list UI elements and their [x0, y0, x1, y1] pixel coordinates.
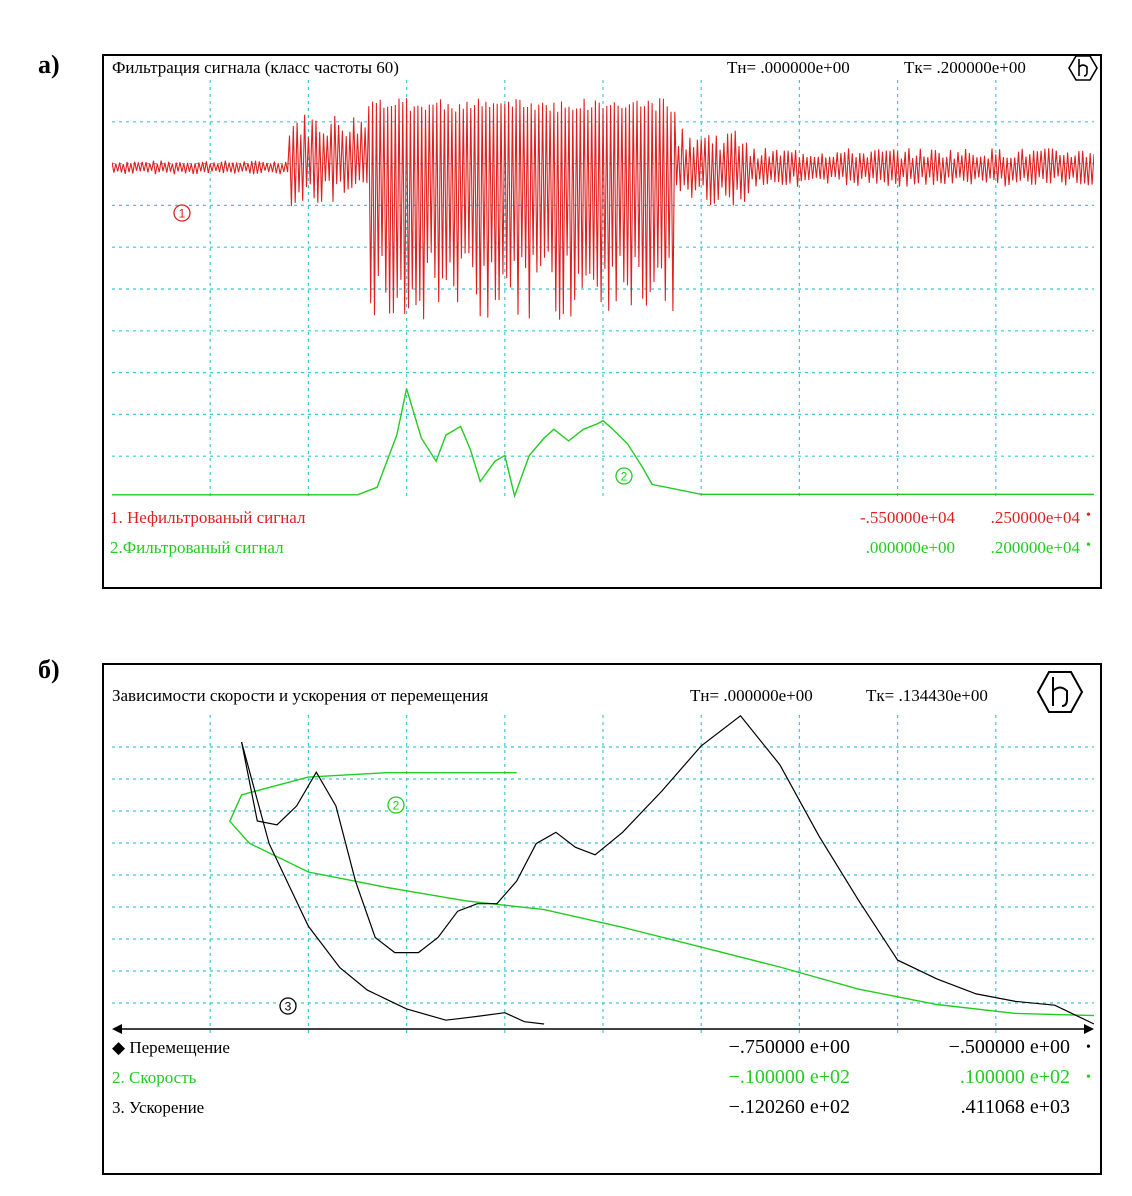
panel-b-legend-2-marker: •	[1086, 1070, 1091, 1085]
panel-b-legend-2-name: 2. Скорость	[112, 1068, 197, 1087]
series-2-velocity-line	[228, 772, 1094, 1017]
panel-a-plot: 12	[112, 80, 1094, 498]
panel-b-legend-3-max: .411068 e+03	[960, 1096, 1070, 1118]
panel-b-legend-1-label: Перемещение	[129, 1038, 230, 1057]
series-2-label-circle	[387, 796, 405, 814]
panel-b-legend-1-marker: •	[1086, 1040, 1091, 1055]
panel-a-legend-2-min: .000000e+00	[865, 538, 955, 557]
panel-b-legend-1-max: −.500000 e+00	[948, 1036, 1070, 1058]
series-2-label: 2	[393, 799, 400, 813]
panel-b-legend-3-min: −.120260 e+02	[728, 1096, 850, 1118]
panel-b-legend-1-name: ◆ Перемещение	[112, 1038, 230, 1058]
diamond-arrow-icon: ◆	[112, 1038, 126, 1057]
series-3-acceleration-line	[241, 715, 1094, 1025]
panel-b-legend-2-min: −.100000 e+02	[728, 1066, 850, 1088]
panel-a-t-start: Tн= .000000e+00	[727, 58, 850, 77]
hexagon-logo-icon	[1036, 671, 1084, 713]
panel-b-title: Зависимости скорости и ускорения от пере…	[112, 686, 489, 705]
panel-b-label: б)	[38, 655, 60, 684]
panel-b-legend-2-max: .100000 e+02	[959, 1066, 1070, 1088]
panel-b-t-end: Tк= .134430e+00	[866, 686, 988, 705]
panel-a-label: а)	[38, 50, 60, 79]
series-3-label: 3	[285, 1000, 292, 1014]
series-2-label: 2	[621, 470, 628, 484]
series-2-label-circle	[615, 467, 633, 485]
x-axis-right-arrow-icon	[1084, 1024, 1094, 1034]
panel-b-legend-1-min: −.750000 e+00	[728, 1036, 850, 1058]
series-1-unfiltered-line	[112, 98, 1094, 320]
panel-b-plot: 23	[112, 715, 1094, 1035]
series-2-filtered-line	[112, 388, 1094, 498]
panel-b-t-start: Tн= .000000e+00	[690, 686, 813, 705]
panel-a-legend-2-max: .200000e+04	[990, 538, 1080, 557]
panel-a-legend-2-name: 2.Фильтрованый сигнал	[110, 538, 284, 557]
panel-a-legend-1-min: -.550000e+04	[859, 508, 955, 527]
panel-a-title: Фильтрация сигнала (класс частоты 60)	[112, 58, 399, 77]
x-axis-left-arrow-icon	[112, 1024, 122, 1034]
panel-a-legend-1-name: 1. Нефильтрованый сигнал	[110, 508, 306, 527]
panel-a-frame	[102, 54, 1102, 589]
series-3-label-circle	[279, 997, 297, 1015]
panel-b-frame	[102, 663, 1102, 1175]
panel-b-legend-3-name: 3. Ускорение	[112, 1098, 205, 1117]
series-1-label-circle	[173, 204, 191, 222]
hexagon-logo-icon	[1068, 55, 1098, 81]
panel-a-legend-2-marker: •	[1086, 538, 1091, 553]
panel-a-legend-1-marker: •	[1086, 508, 1091, 523]
panel-a-t-end: Tк= .200000e+00	[904, 58, 1026, 77]
series-3-acceleration-tail-line	[241, 741, 545, 1025]
panel-a-legend-1-max: .250000e+04	[990, 508, 1080, 527]
series-1-label: 1	[179, 207, 186, 221]
